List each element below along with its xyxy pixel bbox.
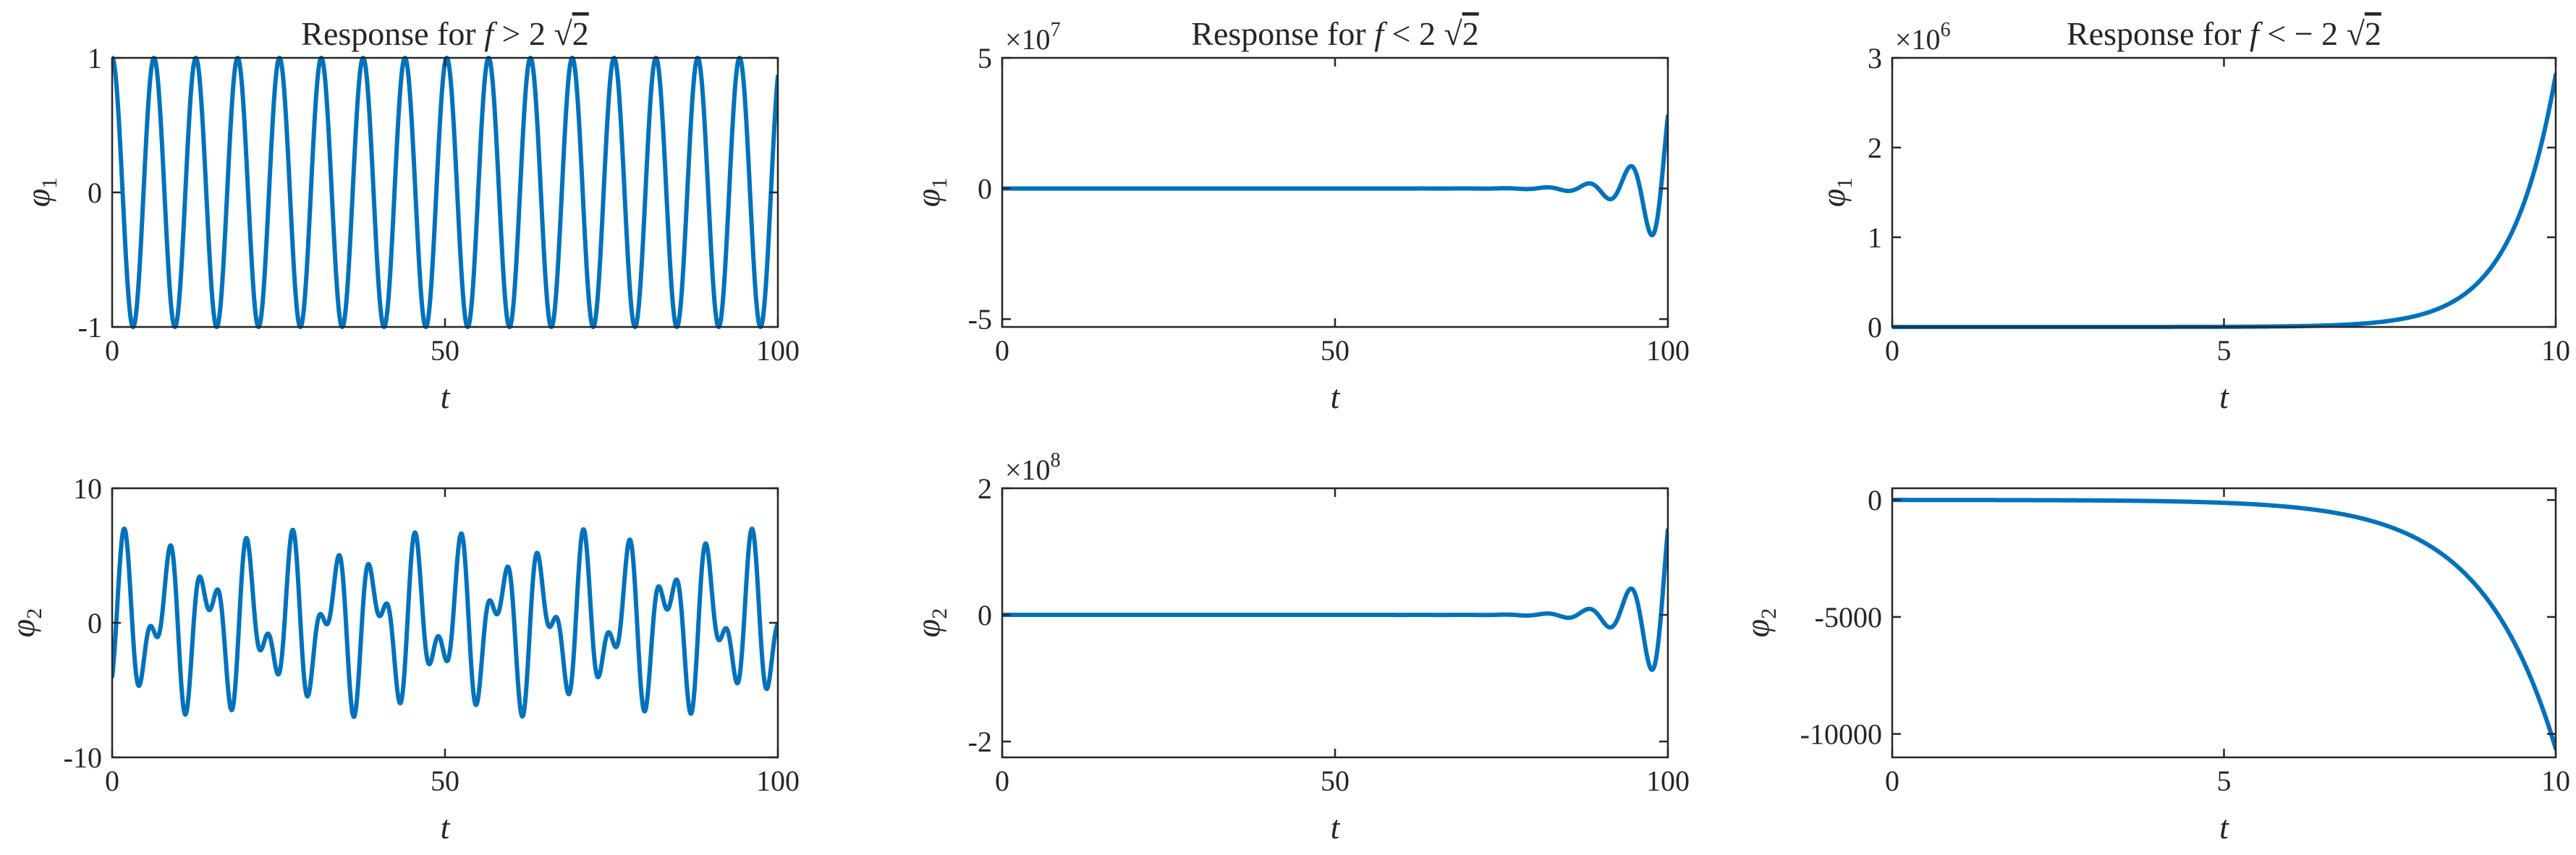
series-line-1: [1002, 527, 1668, 672]
x-axis-label: t: [1331, 378, 1341, 415]
y-tick-label: 1: [88, 42, 102, 75]
x-tick-label: 0: [105, 765, 119, 797]
y-axis-label: φ2: [4, 608, 46, 637]
y-tick-label: 0: [978, 599, 992, 631]
y-tick-label: 0: [88, 607, 102, 639]
y-axis-label: φ2: [910, 608, 952, 637]
subplot-6: 0 5 10 -10000 -5000 0 t φ2: [1739, 484, 2570, 846]
x-tick-label: 0: [995, 334, 1009, 367]
x-axis-label: t: [1331, 809, 1341, 846]
series-line-1: [112, 526, 778, 719]
y-axis-label: φ1: [910, 178, 952, 207]
y-tick-label: 10: [73, 472, 102, 505]
y-tick-label: -5000: [1815, 601, 1882, 634]
x-tick-label: 5: [2217, 334, 2232, 367]
subplot-title: Response for f < − 2 √2: [2067, 15, 2381, 52]
x-tick-label: 0: [1885, 334, 1899, 367]
x-tick-label: 100: [756, 765, 800, 797]
y-axis-label: φ1: [1815, 178, 1857, 207]
series-line-1: [112, 56, 778, 329]
x-tick-label: 50: [431, 334, 459, 367]
y-axis-label: φ1: [20, 178, 62, 207]
subplot-title: Response for f > 2 √2: [301, 15, 588, 52]
x-tick-label: 0: [995, 765, 1009, 797]
x-tick-label: 100: [1646, 765, 1690, 797]
series-line-1: [1892, 72, 2556, 329]
x-tick-label: 10: [2541, 765, 2570, 797]
x-tick-label: 50: [431, 765, 459, 797]
y-tick-label: 2: [1868, 132, 1882, 164]
y-tick-label: 0: [1868, 311, 1882, 344]
axis-exponent: ×106: [1895, 19, 1951, 56]
y-tick-label: -5: [968, 303, 992, 336]
x-tick-label: 50: [1321, 334, 1350, 367]
y-tick-label: -10000: [1800, 718, 1882, 751]
axes-box: [111, 487, 779, 759]
y-tick-label: 0: [978, 173, 992, 205]
y-tick-label: -10: [64, 741, 102, 774]
x-axis-label: t: [441, 809, 451, 846]
x-tick-label: 0: [1885, 765, 1899, 797]
y-tick-label: -2: [968, 726, 992, 758]
x-tick-label: 5: [2217, 765, 2232, 797]
y-tick-label: 0: [1868, 484, 1882, 516]
axis-exponent: ×107: [1005, 19, 1061, 56]
x-axis-label: t: [441, 378, 451, 415]
subplot-title: Response for f < 2 √2: [1191, 15, 1478, 52]
series-line-1: [1892, 498, 2556, 752]
y-tick-label: 5: [978, 42, 992, 75]
x-tick-label: 100: [1646, 334, 1690, 367]
series-line-1: [1002, 114, 1668, 238]
subplot-3: 0 5 10 0 1 2 3 t φ1 ×106 Response for f < − 2 √2: [1815, 15, 2570, 415]
x-axis-label: t: [2219, 378, 2229, 415]
axes-box: [1891, 56, 2557, 328]
y-tick-label: 3: [1868, 42, 1882, 75]
y-tick-label: 1: [1868, 221, 1882, 254]
y-axis-label: φ2: [1739, 608, 1781, 637]
x-tick-label: 100: [756, 334, 800, 367]
axis-exponent: ×108: [1005, 449, 1061, 486]
x-tick-label: 10: [2541, 334, 2570, 367]
axes-box: [1001, 487, 1669, 759]
y-tick-label: 0: [88, 176, 102, 209]
x-tick-label: 50: [1321, 765, 1350, 797]
axes-box: [1891, 487, 2557, 759]
y-tick-label: -1: [78, 311, 102, 344]
x-axis-label: t: [2219, 809, 2229, 846]
y-tick-label: 2: [978, 472, 992, 505]
x-tick-label: 0: [105, 334, 119, 367]
